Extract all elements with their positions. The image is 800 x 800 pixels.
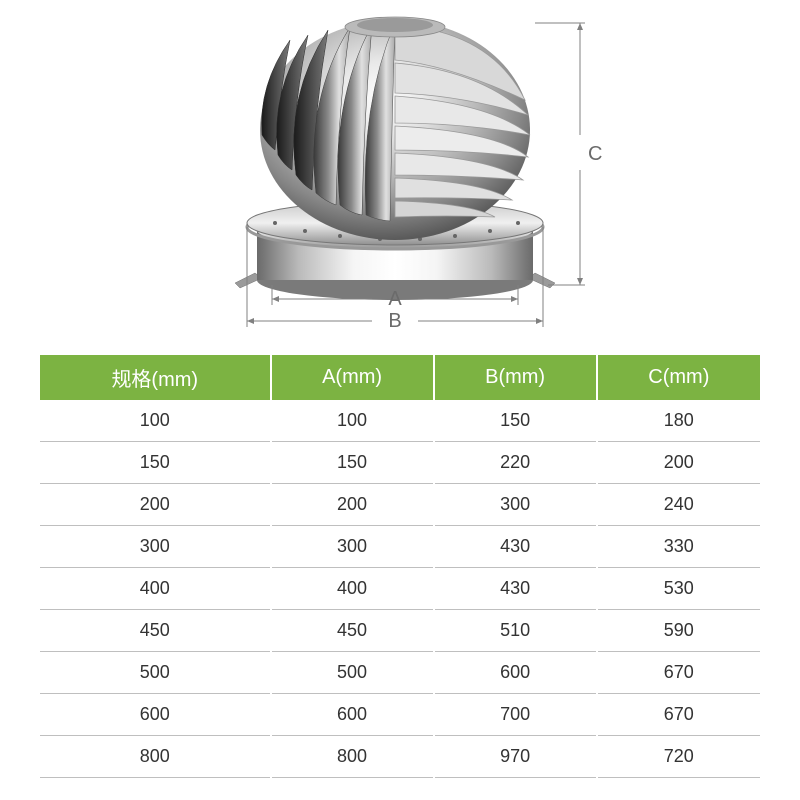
table-cell: 670	[597, 652, 760, 694]
table-header-cell: 规格(mm)	[40, 355, 271, 400]
product-diagram-area: A B C	[0, 0, 800, 355]
table-cell: 600	[40, 694, 271, 736]
table-cell: 400	[271, 568, 434, 610]
table-cell: 600	[271, 694, 434, 736]
table-header-cell: C(mm)	[597, 355, 760, 400]
table-cell: 450	[271, 610, 434, 652]
spec-table-area: 规格(mm)A(mm)B(mm)C(mm) 100100150180150150…	[0, 355, 800, 800]
table-cell: 180	[597, 400, 760, 442]
table-cell: 300	[40, 526, 271, 568]
table-cell: 220	[434, 442, 597, 484]
dim-label-c: C	[588, 143, 602, 165]
table-cell: 590	[597, 610, 760, 652]
table-cell: 670	[597, 694, 760, 736]
table-cell: 200	[40, 484, 271, 526]
table-cell: 800	[271, 736, 434, 778]
table-cell: 530	[597, 568, 760, 610]
table-cell: 600	[434, 652, 597, 694]
dim-label-a: A	[388, 288, 402, 310]
table-body: 1001001501801501502202002002003002403003…	[40, 400, 760, 778]
table-cell: 200	[597, 442, 760, 484]
table-row: 150150220200	[40, 442, 760, 484]
table-cell: 720	[597, 736, 760, 778]
table-cell: 150	[40, 442, 271, 484]
table-cell: 240	[597, 484, 760, 526]
table-cell: 500	[271, 652, 434, 694]
table-row: 100100150180	[40, 400, 760, 442]
table-cell: 430	[434, 526, 597, 568]
table-cell: 330	[597, 526, 760, 568]
table-cell: 800	[40, 736, 271, 778]
dim-label-b: B	[388, 310, 401, 332]
table-cell: 400	[40, 568, 271, 610]
table-cell: 700	[434, 694, 597, 736]
table-row: 800800970720	[40, 736, 760, 778]
table-cell: 150	[434, 400, 597, 442]
table-cell: 500	[40, 652, 271, 694]
table-cell: 100	[271, 400, 434, 442]
table-cell: 300	[271, 526, 434, 568]
table-row: 500500600670	[40, 652, 760, 694]
table-header-row: 规格(mm)A(mm)B(mm)C(mm)	[40, 355, 760, 400]
table-cell: 510	[434, 610, 597, 652]
spec-table: 规格(mm)A(mm)B(mm)C(mm) 100100150180150150…	[40, 355, 760, 778]
table-row: 450450510590	[40, 610, 760, 652]
table-header-cell: B(mm)	[434, 355, 597, 400]
table-cell: 200	[271, 484, 434, 526]
table-cell: 300	[434, 484, 597, 526]
table-cell: 970	[434, 736, 597, 778]
product-diagram: A B C	[140, 5, 660, 350]
table-cell: 100	[40, 400, 271, 442]
table-row: 200200300240	[40, 484, 760, 526]
table-row: 600600700670	[40, 694, 760, 736]
table-header-cell: A(mm)	[271, 355, 434, 400]
table-cell: 430	[434, 568, 597, 610]
table-cell: 150	[271, 442, 434, 484]
table-row: 400400430530	[40, 568, 760, 610]
table-row: 300300430330	[40, 526, 760, 568]
table-cell: 450	[40, 610, 271, 652]
